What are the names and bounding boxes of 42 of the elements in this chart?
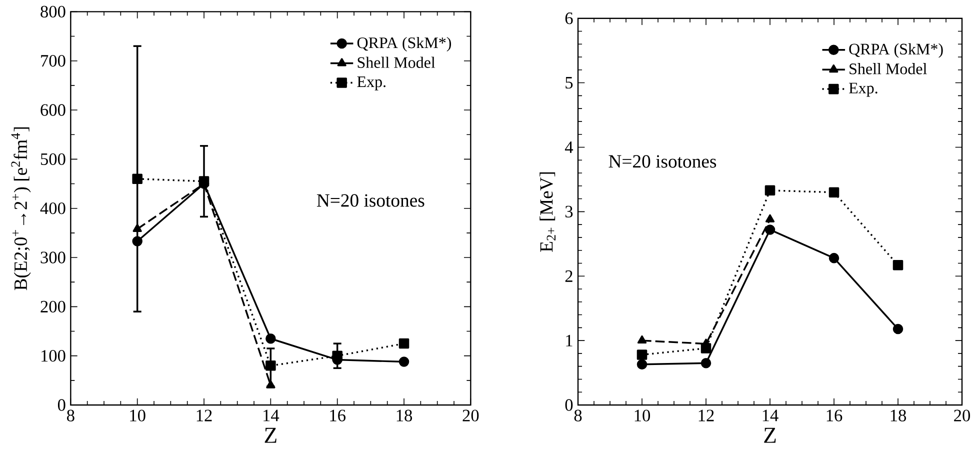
y-tick-label: 400 [40,202,66,214]
legend-label: Shell Model [850,63,927,74]
x-tick-label: 8 [574,410,582,422]
text: B(E2;0$^{+}$→2$^{+}$) [e$^{2}$fm$^{4}$] [11,127,31,290]
y-tick-label: 2 [565,270,572,282]
x-axis-title: Z [764,428,776,443]
y-tick-label: 6 [565,12,573,24]
legend-label: QRPA (SkM*) [849,43,943,58]
x-tick-label: 8 [67,410,74,422]
annotation: N=20 isotones [608,155,716,168]
x-tick-label: 12 [698,410,714,422]
y-tick-label: 3 [565,206,573,218]
y-tick-label: 700 [41,55,66,67]
legend-label: Exp. [849,82,878,97]
x-tick-label: 18 [890,410,906,422]
x-tick-label: 18 [396,410,412,422]
x-tick-label: 14 [264,410,280,422]
y-tick-label: 500 [40,153,66,166]
y-tick-label: 100 [41,350,66,362]
x-tick-label: 16 [826,410,842,422]
x-tick-label: 14 [762,410,778,422]
y-tick-label: 4 [564,142,574,153]
x-tick-label: 20 [954,410,970,422]
y-tick-label: 200 [40,300,66,313]
y-tick-label: 0 [58,399,66,411]
legend-label: Shell Model [358,56,436,68]
y-axis-title: E$_{2+}$ [MeV] [540,172,556,252]
y-tick-label: 300 [40,252,66,264]
y-tick-label: 800 [40,6,66,18]
x-tick-label: 12 [196,410,212,422]
y-tick-label: 0 [565,399,573,411]
y-tick-label: 600 [40,104,66,116]
x-tick-label: 20 [462,410,479,422]
x-tick-label: 10 [130,410,146,422]
legend-label: QRPA (SkM*) [357,36,452,52]
legend-label: Exp. [357,76,386,90]
x-axis-title: Z [264,428,276,443]
x-tick-label: 16 [330,410,346,422]
annotation: N=20 isotones [316,194,424,207]
y-tick-label: 5 [566,77,573,89]
x-tick-label: 10 [634,410,650,422]
y-tick-label: 1 [566,334,572,346]
